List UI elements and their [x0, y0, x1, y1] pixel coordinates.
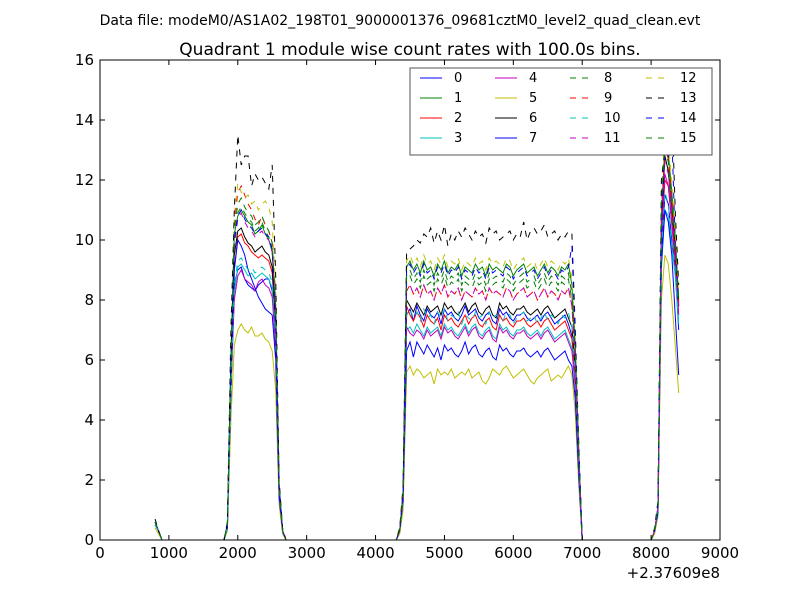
x-tick-label: 5000	[425, 544, 463, 562]
series-line-12	[154, 125, 680, 541]
y-tick-label: 16	[75, 51, 94, 69]
series-line-10	[154, 191, 680, 541]
series-line-6	[154, 155, 680, 541]
legend-label-2: 2	[454, 111, 462, 126]
series-line-8	[154, 149, 680, 541]
legend-label-9: 9	[604, 91, 612, 106]
legend-label-15: 15	[680, 131, 697, 146]
x-axis-offset-label: +2.37609e8	[627, 564, 720, 582]
y-tick-label: 2	[84, 471, 94, 489]
series-line-15	[154, 140, 680, 541]
legend-label-11: 11	[604, 131, 621, 146]
legend-label-10: 10	[604, 111, 621, 126]
x-tick-label: 1000	[150, 544, 188, 562]
legend-label-8: 8	[604, 71, 612, 86]
legend-frame	[409, 67, 713, 156]
axis-ticks: 0 1000 2000 3000 4000 5000 6000 7000 8000 9000 0 2 4…	[75, 51, 739, 562]
x-tick-label: 7000	[563, 544, 601, 562]
legend-label-4: 4	[529, 71, 537, 86]
x-tick-label: 2000	[219, 544, 257, 562]
x-tick-label: 9000	[701, 544, 739, 562]
legend-label-5: 5	[529, 91, 537, 106]
y-tick-label: 8	[84, 291, 94, 309]
x-tick-label: 4000	[356, 544, 394, 562]
series-line-7	[154, 209, 680, 541]
y-tick-label: 0	[84, 531, 94, 549]
legend-label-14: 14	[680, 111, 697, 126]
legend-label-1: 1	[454, 91, 462, 106]
legend-label-12: 12	[680, 71, 697, 86]
x-tick-label: 6000	[494, 544, 532, 562]
legend-label-7: 7	[529, 131, 537, 146]
y-tick-label: 14	[75, 111, 94, 129]
legend-label-13: 13	[680, 91, 697, 106]
x-tick-label: 8000	[632, 544, 670, 562]
legend-label-6: 6	[529, 111, 537, 126]
legend-label-0: 0	[454, 71, 462, 86]
legend-label-3: 3	[454, 131, 462, 146]
chart-suptitle: Data file: modeM0/AS1A02_198T01_90000013…	[100, 13, 701, 29]
series-line-14	[154, 134, 680, 541]
series-line-5	[154, 254, 680, 541]
y-tick-label: 10	[75, 231, 94, 249]
y-tick-label: 12	[75, 171, 94, 189]
x-tick-label: 3000	[288, 544, 326, 562]
series-line-13	[154, 101, 680, 541]
y-tick-label: 6	[84, 351, 94, 369]
y-tick-label: 4	[84, 411, 94, 429]
plot-lines	[154, 101, 680, 541]
x-tick-label: 0	[95, 544, 105, 562]
chart-title: Quadrant 1 module wise count rates with …	[179, 40, 640, 60]
